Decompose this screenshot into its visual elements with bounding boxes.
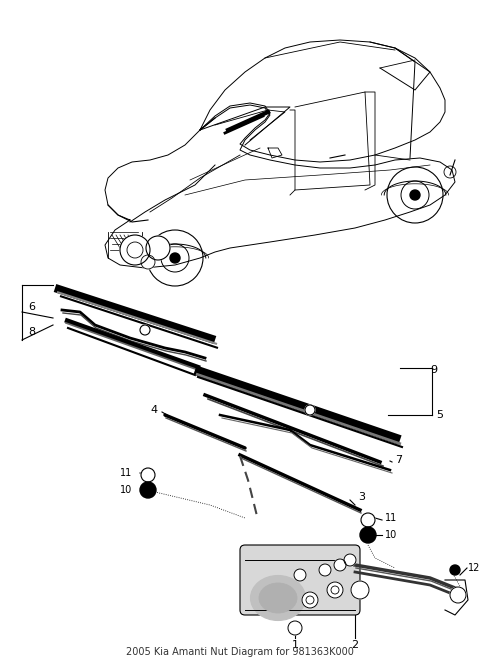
Text: 7: 7 [395,455,402,465]
Text: 8: 8 [28,327,35,337]
Text: 10: 10 [385,530,397,540]
Circle shape [305,405,315,415]
Circle shape [319,564,331,576]
FancyBboxPatch shape [240,545,360,615]
Circle shape [410,190,420,200]
Text: 10: 10 [120,485,132,495]
Text: 6: 6 [28,302,35,312]
Text: 9: 9 [430,365,437,375]
Circle shape [302,592,318,608]
Circle shape [146,236,170,260]
Circle shape [334,559,346,571]
Circle shape [140,325,150,335]
Ellipse shape [259,583,297,613]
Circle shape [141,255,155,269]
Circle shape [170,253,180,263]
Text: 12: 12 [468,563,480,573]
Text: 5: 5 [436,410,443,420]
Text: 4: 4 [150,405,157,415]
Circle shape [450,565,460,575]
Text: 9: 9 [185,270,192,280]
Circle shape [288,621,302,635]
Circle shape [141,468,155,482]
Circle shape [147,230,203,286]
Text: 2005 Kia Amanti Nut Diagram for 981363K000: 2005 Kia Amanti Nut Diagram for 981363K0… [126,647,354,657]
Circle shape [294,569,306,581]
Circle shape [450,587,466,603]
Text: 11: 11 [385,513,397,523]
Circle shape [344,554,356,566]
Circle shape [351,581,369,599]
Circle shape [361,513,375,527]
Ellipse shape [251,575,305,621]
Text: 2: 2 [351,640,359,650]
Text: 11: 11 [120,468,132,478]
Circle shape [120,235,150,265]
Circle shape [140,482,156,498]
Circle shape [387,167,443,223]
Text: 3: 3 [358,492,365,502]
Text: 1: 1 [291,640,299,650]
Circle shape [360,527,376,543]
Circle shape [327,582,343,598]
